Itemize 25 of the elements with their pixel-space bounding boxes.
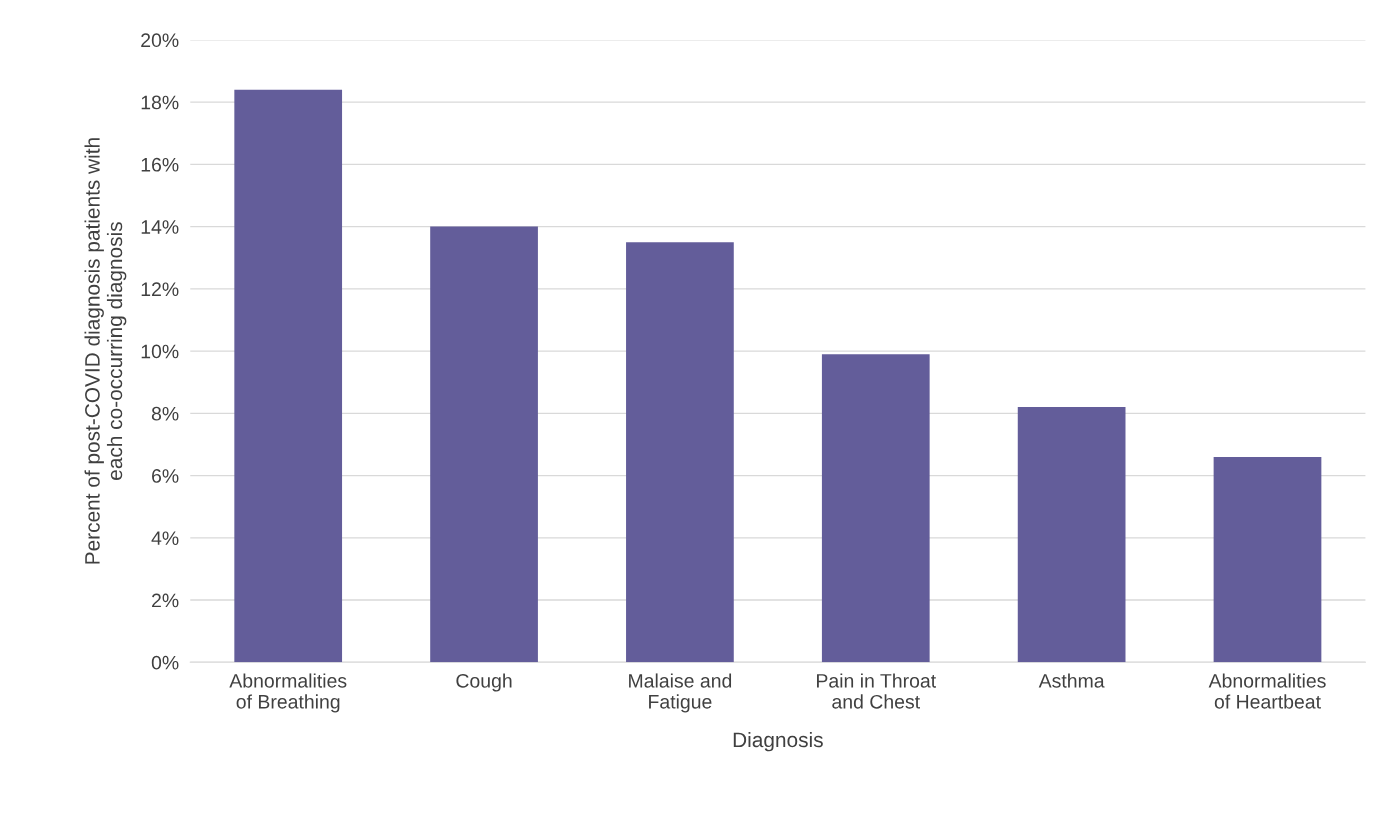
y-tick-label: 14% bbox=[141, 220, 179, 234]
x-tick-label: Cough bbox=[456, 673, 512, 692]
x-tick-label: Abnormalities of Heartbeat bbox=[1208, 673, 1326, 709]
y-tick-label: 20% bbox=[141, 33, 179, 48]
bar bbox=[430, 226, 538, 663]
y-tick-label: 12% bbox=[141, 282, 179, 297]
bar bbox=[234, 89, 343, 663]
bar bbox=[1213, 456, 1322, 663]
bar bbox=[626, 242, 734, 663]
y-tick-label: 4% bbox=[151, 531, 179, 545]
y-tick-label: 10% bbox=[141, 344, 179, 359]
y-tick-label: 6% bbox=[152, 469, 179, 483]
x-tick-label: Abnormalities of Breathing bbox=[229, 673, 347, 713]
bar bbox=[821, 354, 930, 663]
y-tick-label: 0% bbox=[151, 655, 179, 670]
y-tick-label: 18% bbox=[141, 95, 179, 110]
y-axis-title: Percent of post-COVID diagnosis patients with each co-occurring diagnosis bbox=[84, 138, 127, 564]
x-tick-label: Malaise and Fatigue bbox=[629, 673, 732, 713]
y-tick-label: 8% bbox=[151, 406, 179, 421]
y-tick-label: 16% bbox=[141, 157, 179, 172]
x-tick-label: Asthma bbox=[1038, 673, 1105, 688]
y-tick-label: 2% bbox=[152, 593, 179, 608]
bar bbox=[1017, 407, 1126, 663]
x-axis-title: Diagnosis bbox=[733, 731, 823, 752]
x-tick-label: Pain in Throat and Chest bbox=[817, 673, 936, 709]
